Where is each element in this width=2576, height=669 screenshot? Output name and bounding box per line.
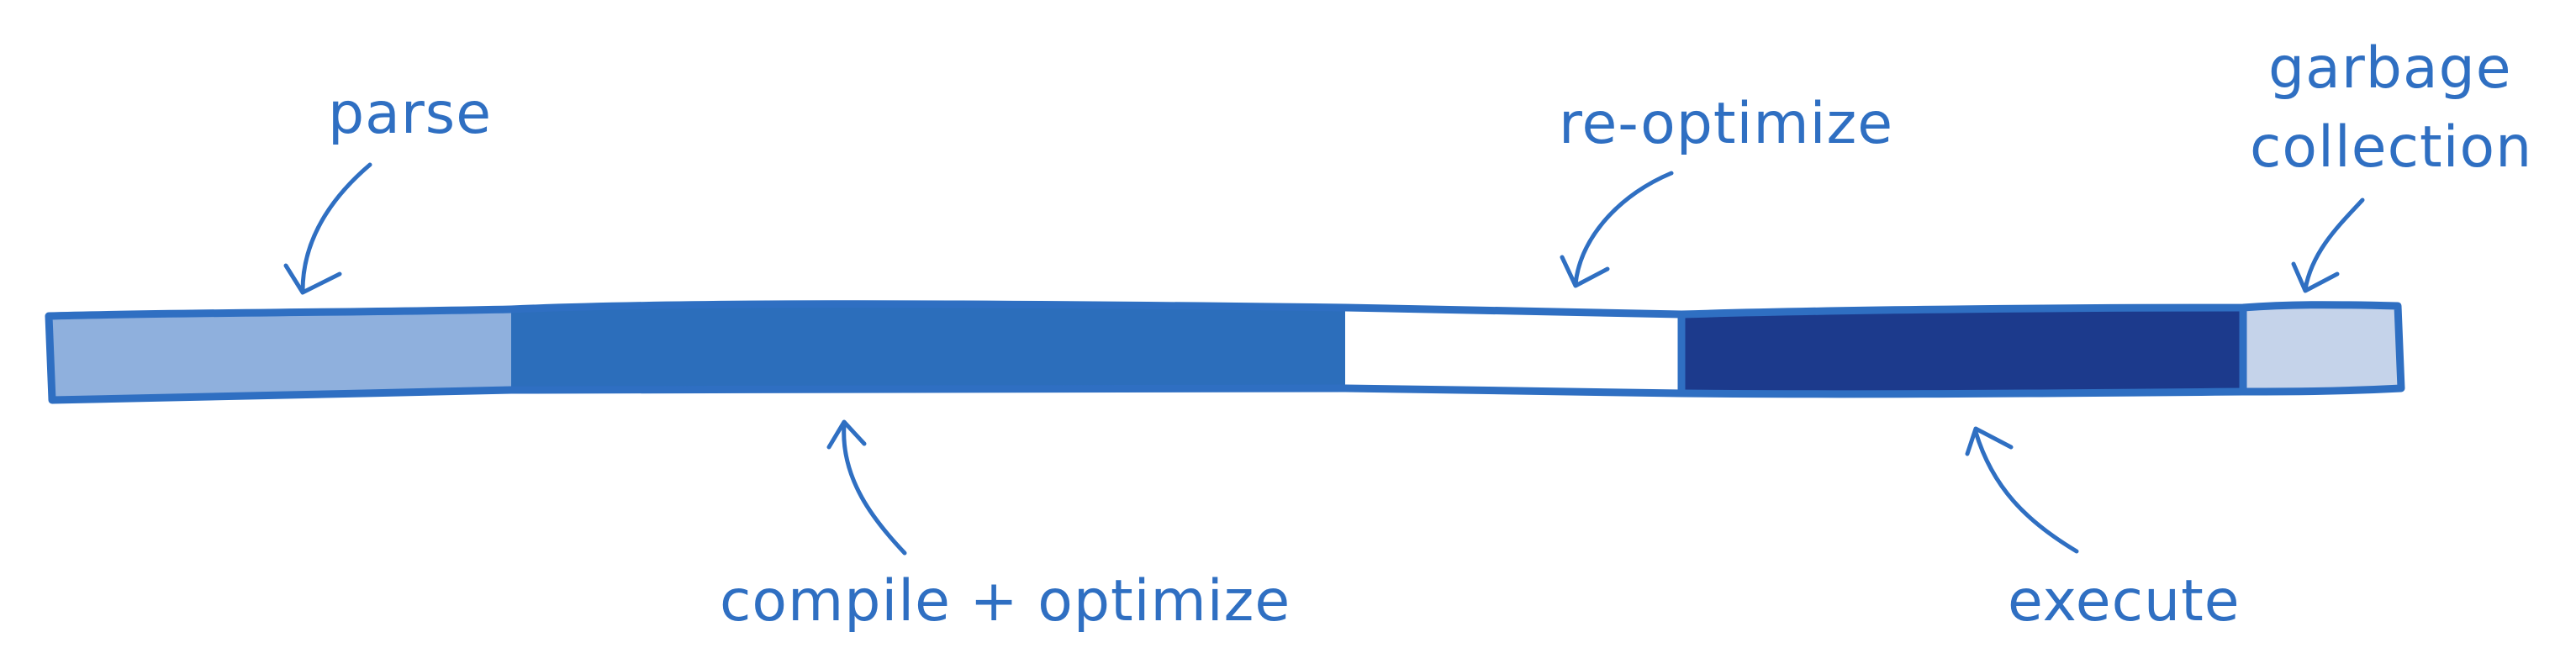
label-garbage-collection-line2: collection — [2250, 114, 2532, 181]
label-parse: parse — [328, 81, 492, 147]
label-reoptimize: re-optimize — [1559, 91, 1893, 157]
arrow-garbage-collection-head — [2291, 261, 2340, 293]
arrow-garbage-collection — [2303, 198, 2365, 292]
segment-reoptimize — [1345, 308, 1681, 393]
timeline-bar — [45, 300, 2405, 404]
segment-execute — [1681, 308, 2243, 394]
arrow-execute-head — [1965, 426, 2014, 456]
arrow-parse — [300, 162, 372, 293]
arrow-execute — [1973, 429, 2079, 554]
segment-garbage-collection — [2243, 304, 2401, 392]
label-compile-optimize: compile + optimize — [720, 568, 1291, 635]
arrow-parse-head — [283, 263, 342, 295]
arrow-reoptimize-head — [1560, 255, 1610, 288]
label-garbage-collection-line1: garbage — [2268, 35, 2512, 102]
segment-parse — [49, 309, 511, 400]
arrow-compile-optimize — [842, 423, 907, 556]
arrow-compile-optimize-head — [826, 419, 867, 450]
arrow-reoptimize — [1573, 171, 1674, 287]
timeline-outline — [45, 300, 2405, 404]
label-execute: execute — [2008, 568, 2241, 635]
segment-compile-optimize — [511, 303, 1345, 390]
